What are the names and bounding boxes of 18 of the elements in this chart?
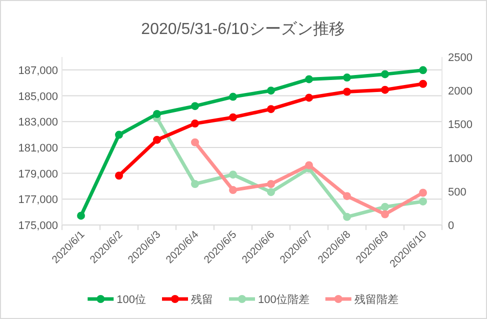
legend-label: 残留 — [191, 293, 213, 306]
legend-label: 100位階差 — [258, 294, 310, 306]
chart-title: 2020/5/31-6/10シーズン推移 — [141, 21, 345, 38]
y2-tick-label: 0 — [448, 220, 454, 232]
y-tick-label: 179,000 — [18, 168, 58, 180]
y-tick-label: 181,000 — [18, 142, 58, 154]
y-tick-label: 175,000 — [18, 220, 58, 232]
y-tick-label: 185,000 — [18, 90, 58, 103]
y2-tick-label: 2500 — [448, 52, 472, 64]
legend-label: 残留階差 — [354, 293, 398, 306]
y-tick-label: 183,000 — [18, 116, 58, 129]
y2-tick-label: 1000 — [448, 152, 472, 165]
y2-tick-label: 500 — [448, 186, 466, 198]
y2-tick-label: 1500 — [448, 119, 472, 132]
y2-tick-label: 2000 — [448, 86, 472, 98]
y-tick-label: 187,000 — [18, 64, 58, 77]
legend-label: 100位 — [116, 294, 146, 306]
y-tick-label: 177,000 — [18, 194, 58, 206]
